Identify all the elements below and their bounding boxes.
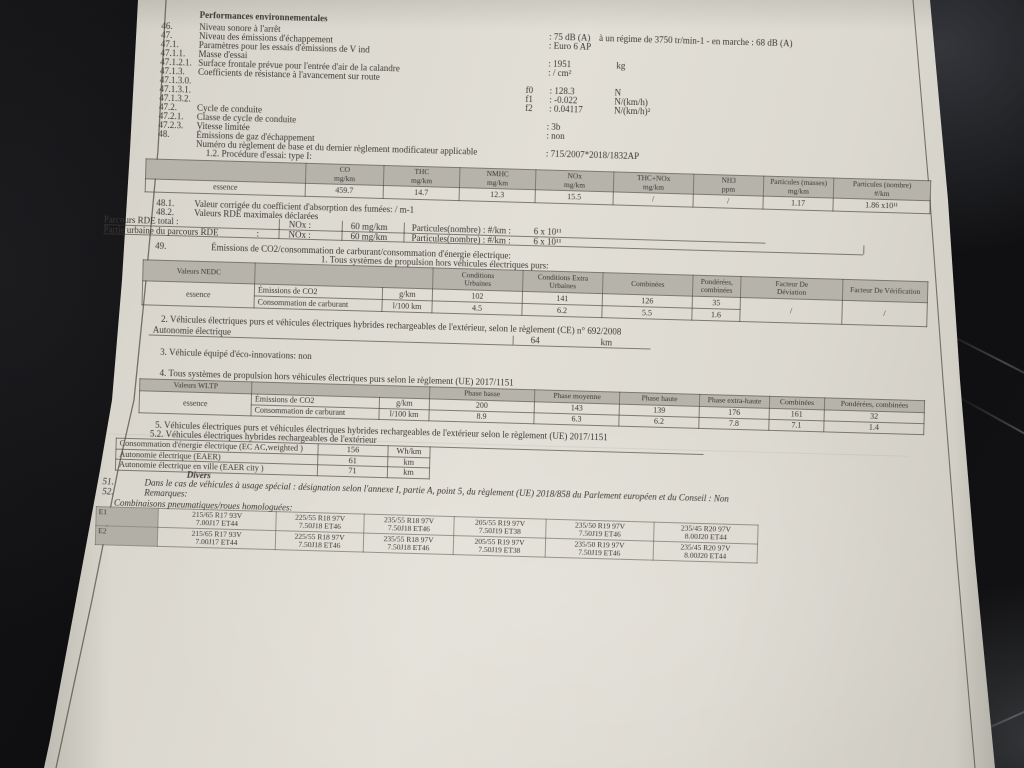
tyre-cell: 235/45 R20 97V 8.00J20 ET44 [653,541,758,564]
nedc-header-deviation: Facteur De Déviation [740,276,843,301]
nedc-header-extra-urbaines: Conditions Extra Urbaines [522,270,604,294]
emis-pm: 1.17 [762,196,834,212]
emis-header-nmhc: NMHC mg/km [459,167,536,190]
tyre-row-e1-label: E1 [95,506,159,528]
emis-pn: 1.86 x10¹¹ [832,198,931,214]
emis-header-thc: THC mg/km [383,165,460,188]
nedc-header-ponderees: Pondérées, combinées [692,275,742,298]
tyre-cell: 205/55 R19 97V 7.50J19 ET38 [453,535,546,558]
emis-header-co: CO mg/km [305,163,384,186]
emis-header-pn: Particules (nombre) #/km [833,178,931,201]
emis-nox: 15.5 [535,189,614,205]
nedc-fuel: essence [142,280,255,308]
emis-thc: 14.7 [383,185,460,201]
nedc-header-verification: Facteur De Vérification [842,279,928,303]
nedc-fuel-param: Consommation de carburant [253,295,383,312]
tyre-cell: 235/55 R18 97V 7.50J18 ET46 [363,533,454,555]
emis-header-nox: NOx mg/km [535,169,614,192]
nedc-header-urbaines: Conditions Urbaines [432,267,524,292]
nedc-header-combinees: Combinées [602,272,694,297]
emis-thcnox: / [612,191,694,208]
tyre-cell: 215/65 R17 93V 7.00J17 ET44 [157,527,276,550]
nedc-deviation: / [739,297,843,325]
emis-header-nh3: NH3 ppm [693,174,764,197]
tyre-row-e2-label: E2 [95,525,158,547]
emis-header-pm: Particules (masses) mg/km [763,176,834,199]
emis-nh3: / [692,194,764,210]
tyre-cell: 235/50 R19 97V 7.50J19 ET46 [545,538,654,561]
nedc-verification: / [841,300,928,327]
document-content: Performances environnementales 46. Nivea… [78,0,979,768]
wltp-fuel: essence [138,390,252,416]
tyre-cell: 225/55 R18 97V 7.50J18 ET46 [275,511,365,534]
emis-nmhc: 12.3 [459,187,536,203]
emis-header-thcnox: THC+NOx mg/km [613,171,694,195]
wltp-fuel-param: Consommation de carburant [250,404,380,420]
tyre-cell: 225/55 R18 97V 7.50J18 ET46 [275,530,364,553]
emis-co: 459.7 [305,183,384,199]
tyre-cell: 235/55 R18 97V 7.50J18 ET46 [363,514,455,536]
tyre-cell: 205/55 R19 97V 7.50J19 ET38 [453,516,547,539]
